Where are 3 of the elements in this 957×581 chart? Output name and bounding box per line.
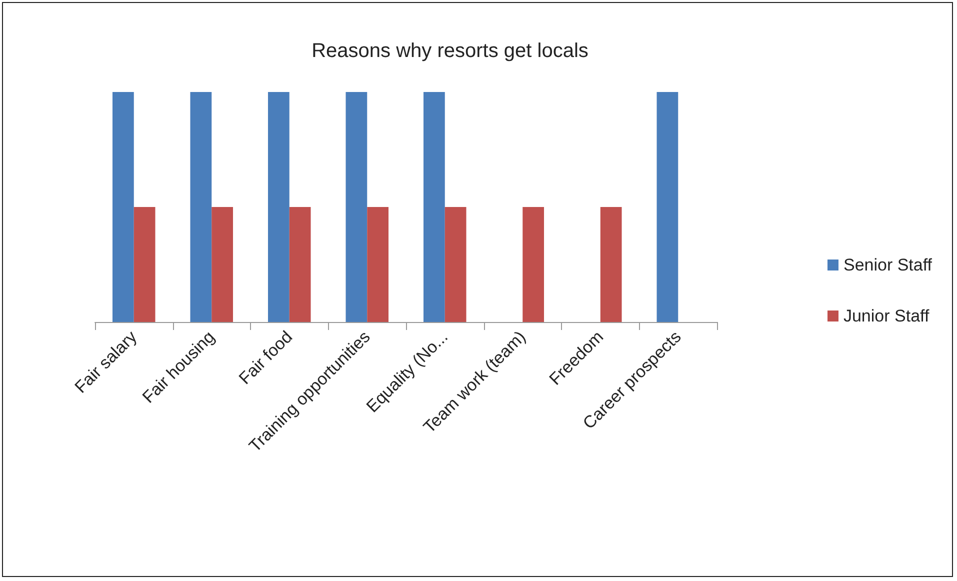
legend-label: Senior Staff: [843, 256, 932, 274]
legend-label: Junior Staff: [843, 306, 930, 326]
chart-title: Reasons why resorts get locals: [312, 40, 588, 62]
